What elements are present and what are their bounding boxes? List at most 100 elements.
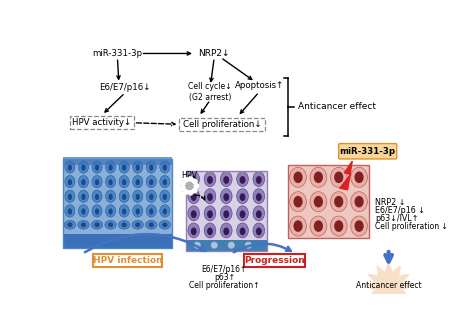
Ellipse shape xyxy=(220,206,232,221)
Ellipse shape xyxy=(160,205,170,217)
Bar xyxy=(70,116,134,129)
Ellipse shape xyxy=(122,209,126,214)
Text: Cell proliferation↓: Cell proliferation↓ xyxy=(182,120,261,129)
Ellipse shape xyxy=(149,179,154,185)
Ellipse shape xyxy=(133,176,143,188)
Ellipse shape xyxy=(94,222,100,227)
Text: Progression: Progression xyxy=(244,256,305,265)
Ellipse shape xyxy=(163,209,167,214)
Circle shape xyxy=(189,177,193,181)
Bar xyxy=(63,159,172,248)
Text: miR-331-3p: miR-331-3p xyxy=(340,147,396,156)
Text: Cell proliferation↑: Cell proliferation↑ xyxy=(189,281,260,290)
Text: Anticancer effect: Anticancer effect xyxy=(298,103,376,112)
Circle shape xyxy=(228,242,235,248)
Ellipse shape xyxy=(119,176,129,188)
Ellipse shape xyxy=(132,220,144,229)
Circle shape xyxy=(184,178,188,182)
Ellipse shape xyxy=(204,223,216,238)
Text: HPV activity↓: HPV activity↓ xyxy=(72,118,131,127)
Ellipse shape xyxy=(162,222,167,227)
Ellipse shape xyxy=(314,220,323,232)
Ellipse shape xyxy=(330,216,347,236)
Circle shape xyxy=(245,242,251,248)
Ellipse shape xyxy=(108,222,113,227)
Ellipse shape xyxy=(293,220,302,232)
Ellipse shape xyxy=(191,210,197,218)
Ellipse shape xyxy=(146,161,156,173)
Ellipse shape xyxy=(191,193,197,201)
Ellipse shape xyxy=(220,189,232,204)
Bar xyxy=(186,171,267,240)
Ellipse shape xyxy=(207,193,213,201)
Ellipse shape xyxy=(334,172,343,183)
Ellipse shape xyxy=(122,165,126,171)
Ellipse shape xyxy=(65,176,75,188)
Text: E6/E7/p16↑: E6/E7/p16↑ xyxy=(201,265,247,274)
Ellipse shape xyxy=(191,176,197,184)
Ellipse shape xyxy=(355,172,364,183)
Ellipse shape xyxy=(204,206,216,221)
Ellipse shape xyxy=(351,167,367,187)
Ellipse shape xyxy=(68,179,72,185)
Ellipse shape xyxy=(133,161,143,173)
Ellipse shape xyxy=(95,194,99,200)
Polygon shape xyxy=(340,161,352,190)
Text: E6/E7/p16↓: E6/E7/p16↓ xyxy=(100,83,151,92)
Ellipse shape xyxy=(256,210,262,218)
Ellipse shape xyxy=(146,205,156,217)
Bar xyxy=(288,165,369,238)
Bar xyxy=(245,254,305,267)
Bar xyxy=(179,118,264,131)
Ellipse shape xyxy=(106,205,116,217)
Ellipse shape xyxy=(106,190,116,203)
Ellipse shape xyxy=(78,176,89,188)
Ellipse shape xyxy=(160,161,170,173)
Ellipse shape xyxy=(290,216,306,236)
Ellipse shape xyxy=(81,222,86,227)
Ellipse shape xyxy=(92,161,102,173)
Polygon shape xyxy=(365,263,412,309)
Ellipse shape xyxy=(78,161,89,173)
Ellipse shape xyxy=(253,206,264,221)
Ellipse shape xyxy=(223,210,229,218)
Ellipse shape xyxy=(149,165,154,171)
Ellipse shape xyxy=(136,179,140,185)
Ellipse shape xyxy=(82,165,86,171)
Ellipse shape xyxy=(204,189,216,204)
Ellipse shape xyxy=(223,176,229,184)
Circle shape xyxy=(181,182,185,186)
Ellipse shape xyxy=(293,172,302,183)
Ellipse shape xyxy=(106,161,116,173)
Ellipse shape xyxy=(334,196,343,208)
Ellipse shape xyxy=(78,190,89,203)
Ellipse shape xyxy=(207,176,213,184)
Ellipse shape xyxy=(351,216,367,236)
Text: HPV infection: HPV infection xyxy=(92,256,162,265)
Ellipse shape xyxy=(133,190,143,203)
Ellipse shape xyxy=(314,196,323,208)
Ellipse shape xyxy=(220,223,232,238)
Ellipse shape xyxy=(146,176,156,188)
Ellipse shape xyxy=(355,220,364,232)
Ellipse shape xyxy=(65,161,75,173)
Circle shape xyxy=(189,190,193,195)
Ellipse shape xyxy=(119,190,129,203)
Ellipse shape xyxy=(133,205,143,217)
Ellipse shape xyxy=(330,192,347,212)
Ellipse shape xyxy=(237,206,248,221)
Ellipse shape xyxy=(163,179,167,185)
Text: Cell cycle↓
(G2 arrest): Cell cycle↓ (G2 arrest) xyxy=(189,82,232,102)
Ellipse shape xyxy=(67,222,73,227)
Bar xyxy=(63,157,172,165)
Text: miR-331-3p: miR-331-3p xyxy=(92,49,143,58)
Ellipse shape xyxy=(122,179,126,185)
Ellipse shape xyxy=(256,227,262,235)
Ellipse shape xyxy=(334,220,343,232)
Ellipse shape xyxy=(149,194,154,200)
Ellipse shape xyxy=(240,227,246,235)
Ellipse shape xyxy=(330,167,347,187)
Ellipse shape xyxy=(310,192,327,212)
Ellipse shape xyxy=(159,220,171,229)
Circle shape xyxy=(211,242,218,248)
